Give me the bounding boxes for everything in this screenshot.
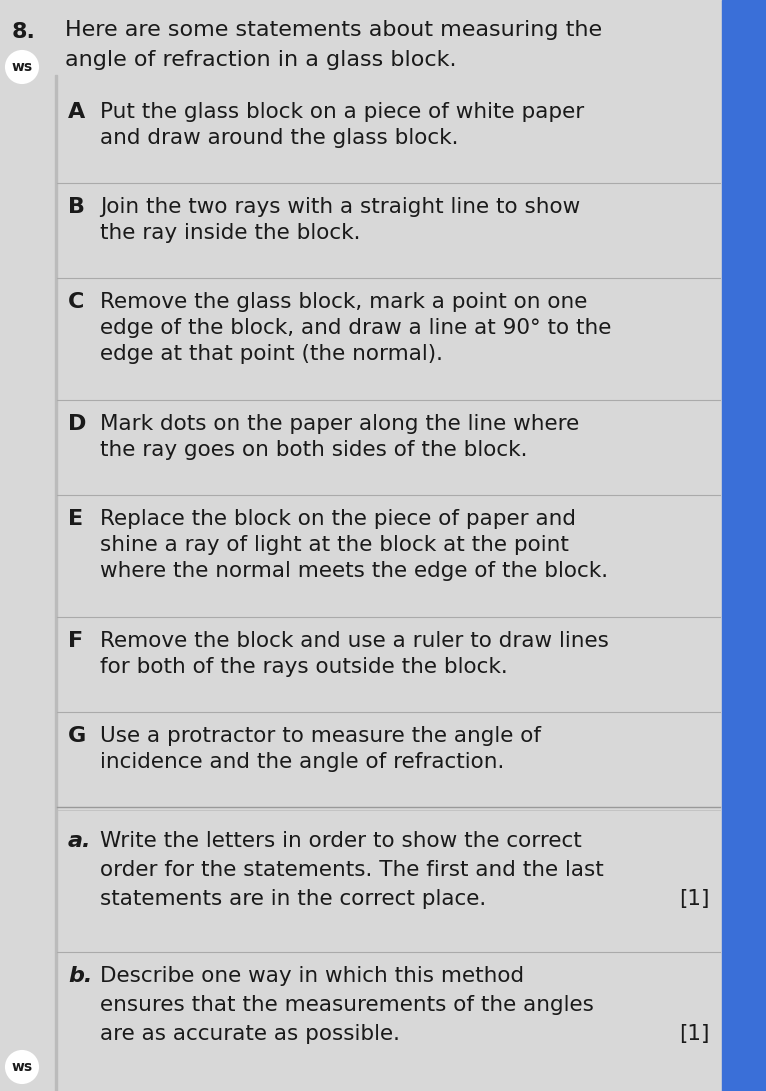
Text: Write the letters in order to show the correct: Write the letters in order to show the c… <box>100 831 581 851</box>
Text: B: B <box>68 197 85 217</box>
Text: angle of refraction in a glass block.: angle of refraction in a glass block. <box>65 50 457 70</box>
Text: Remove the glass block, mark a point on one: Remove the glass block, mark a point on … <box>100 292 588 312</box>
Text: statements are in the correct place.: statements are in the correct place. <box>100 889 486 909</box>
Text: Replace the block on the piece of paper and: Replace the block on the piece of paper … <box>100 509 576 529</box>
Text: where the normal meets the edge of the block.: where the normal meets the edge of the b… <box>100 561 608 582</box>
Text: D: D <box>68 413 87 434</box>
Text: the ray goes on both sides of the block.: the ray goes on both sides of the block. <box>100 440 528 460</box>
Text: for both of the rays outside the block.: for both of the rays outside the block. <box>100 657 508 678</box>
Text: G: G <box>68 726 87 746</box>
Text: Describe one way in which this method: Describe one way in which this method <box>100 966 524 986</box>
Text: Mark dots on the paper along the line where: Mark dots on the paper along the line wh… <box>100 413 579 434</box>
Text: ensures that the measurements of the angles: ensures that the measurements of the ang… <box>100 995 594 1015</box>
Text: incidence and the angle of refraction.: incidence and the angle of refraction. <box>100 752 504 772</box>
Text: are as accurate as possible.: are as accurate as possible. <box>100 1024 400 1044</box>
Text: the ray inside the block.: the ray inside the block. <box>100 223 361 243</box>
Text: [1]: [1] <box>679 1024 710 1044</box>
Text: b.: b. <box>68 966 93 986</box>
Text: Remove the block and use a ruler to draw lines: Remove the block and use a ruler to draw… <box>100 631 609 651</box>
Text: E: E <box>68 509 83 529</box>
Text: edge of the block, and draw a line at 90° to the: edge of the block, and draw a line at 90… <box>100 317 611 338</box>
Circle shape <box>6 51 38 83</box>
Text: Put the glass block on a piece of white paper: Put the glass block on a piece of white … <box>100 101 584 122</box>
Text: [1]: [1] <box>679 889 710 909</box>
Text: ws: ws <box>11 1060 33 1074</box>
Text: ws: ws <box>11 60 33 74</box>
Text: Here are some statements about measuring the: Here are some statements about measuring… <box>65 20 602 40</box>
Text: a.: a. <box>68 831 91 851</box>
Text: and draw around the glass block.: and draw around the glass block. <box>100 128 459 148</box>
Bar <box>722 0 766 1091</box>
Bar <box>55 75 57 1091</box>
Text: Use a protractor to measure the angle of: Use a protractor to measure the angle of <box>100 726 541 746</box>
Circle shape <box>6 1051 38 1083</box>
Text: Join the two rays with a straight line to show: Join the two rays with a straight line t… <box>100 197 581 217</box>
Text: A: A <box>68 101 85 122</box>
Text: edge at that point (the normal).: edge at that point (the normal). <box>100 344 443 364</box>
Text: F: F <box>68 631 83 651</box>
Text: order for the statements. The first and the last: order for the statements. The first and … <box>100 860 604 880</box>
Text: shine a ray of light at the block at the point: shine a ray of light at the block at the… <box>100 535 569 555</box>
Text: C: C <box>68 292 84 312</box>
Text: 8.: 8. <box>12 22 36 41</box>
